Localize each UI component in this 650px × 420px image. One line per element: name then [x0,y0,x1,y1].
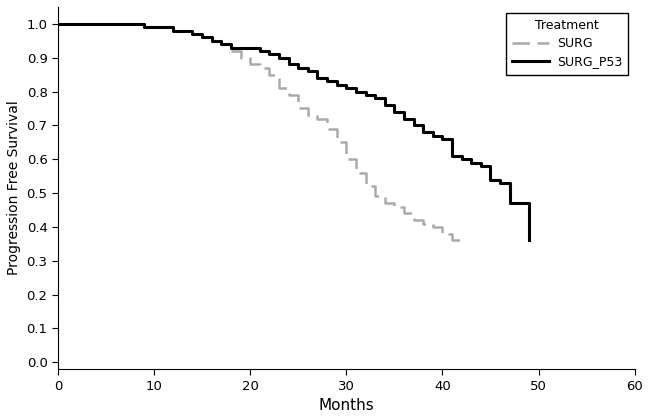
X-axis label: Months: Months [318,398,374,413]
Legend: SURG, SURG_P53: SURG, SURG_P53 [506,13,629,75]
Y-axis label: Progression Free Survival: Progression Free Survival [7,101,21,276]
